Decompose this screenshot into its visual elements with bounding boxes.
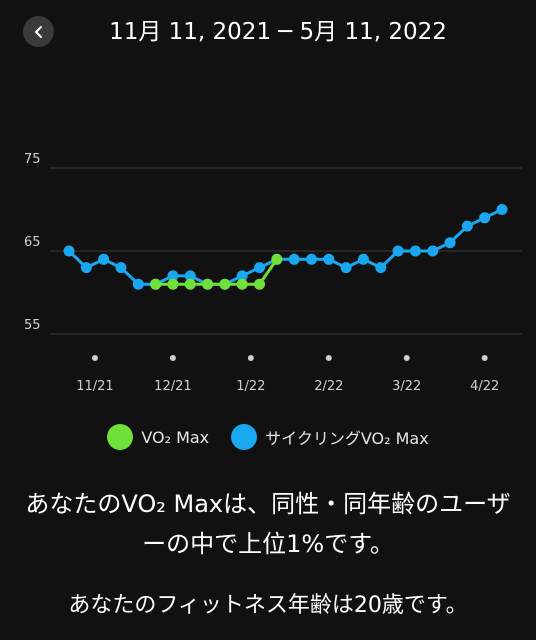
summary-line-2: ーの中で上位1%です。	[142, 530, 394, 558]
x-tick-dot	[325, 355, 332, 361]
legend-dot-vo2-max	[107, 424, 134, 450]
data-point-vo2	[236, 278, 248, 290]
data-point-cycling	[323, 253, 335, 265]
data-point-cycling	[461, 220, 473, 232]
date-range-title: 11月 11, 2021 ─ 5月 11, 2022	[109, 19, 447, 45]
legend-label-cycling-vo2-max: サイクリングVO₂ Max	[265, 429, 429, 448]
series-line-cycling	[67, 208, 503, 286]
data-point-vo2	[202, 278, 214, 290]
data-point-cycling	[392, 245, 404, 257]
data-point-cycling	[427, 245, 439, 257]
x-tick-label: 11/21	[76, 379, 113, 394]
data-point-vo2	[254, 278, 266, 290]
x-tick-dot	[481, 355, 488, 361]
data-point-cycling	[375, 262, 387, 274]
data-point-cycling	[80, 262, 92, 274]
x-tick-label: 3/22	[392, 379, 421, 394]
x-tick-dot	[247, 355, 254, 361]
vo2-summary-text: あなたのVO₂ Maxは、同性・同年齢のユーザ ーの中で上位1%です。	[14, 484, 522, 564]
data-point-vo2	[167, 278, 179, 290]
y-tick-label: 55	[24, 318, 41, 333]
data-point-cycling	[254, 262, 266, 274]
x-tick-dot	[91, 355, 98, 361]
legend-item-vo2-max: VO₂ Max	[107, 424, 209, 450]
fitness-age-text: あなたのフィットネス年齢は20歳です。	[68, 593, 468, 618]
data-point-vo2	[271, 253, 283, 265]
chevron-left-icon	[34, 25, 42, 38]
data-point-cycling	[409, 245, 421, 257]
legend-item-cycling-vo2-max: サイクリングVO₂ Max	[231, 424, 429, 450]
data-point-cycling	[236, 270, 248, 282]
x-tick-label: 12/21	[154, 379, 191, 394]
data-point-vo2	[219, 278, 231, 290]
x-tick-label: 1/22	[236, 379, 265, 394]
y-tick-label: 65	[24, 235, 41, 250]
data-point-cycling	[288, 253, 300, 265]
data-point-vo2	[150, 278, 162, 290]
legend-dot-cycling-vo2-max	[231, 424, 258, 450]
summary-line-1: あなたのVO₂ Maxは、同性・同年齢のユーザ	[25, 490, 511, 518]
data-point-cycling	[132, 278, 144, 290]
vo2-max-chart: 55 65 75 11/21 12/21 1/22 2/22 3/22 4/22	[24, 152, 522, 394]
data-point-vo2	[184, 278, 196, 290]
back-button[interactable]	[23, 16, 54, 47]
x-tick-label: 2/22	[314, 379, 343, 394]
data-point-cycling	[305, 253, 317, 265]
data-point-cycling	[479, 212, 491, 224]
data-point-cycling	[184, 270, 196, 282]
data-point-cycling	[444, 237, 456, 249]
data-point-cycling	[115, 262, 127, 274]
data-point-cycling	[340, 262, 352, 274]
data-point-cycling	[98, 253, 110, 265]
chart-legend: VO₂ Max サイクリングVO₂ Max	[0, 424, 536, 450]
data-point-cycling	[63, 245, 75, 257]
legend-label-vo2-max: VO₂ Max	[141, 427, 210, 447]
data-point-cycling	[496, 204, 508, 215]
x-tick-dot	[169, 355, 176, 361]
y-tick-label: 75	[24, 152, 41, 167]
data-point-cycling	[357, 253, 369, 265]
data-point-cycling	[167, 270, 179, 282]
x-tick-label: 4/22	[470, 379, 499, 394]
x-tick-dot	[403, 355, 410, 361]
